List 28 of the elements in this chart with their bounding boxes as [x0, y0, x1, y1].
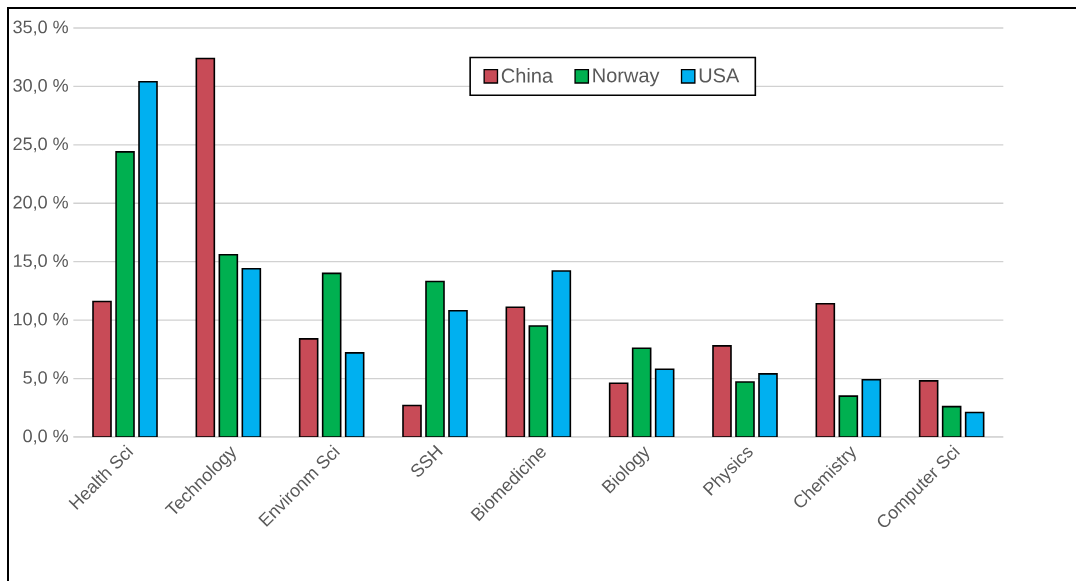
bar: [815, 302, 836, 437]
bar: [321, 272, 342, 437]
y-tick-label: 0,0 %: [23, 429, 68, 445]
legend-label: Norway: [593, 68, 660, 87]
y-tick-label: 25,0 %: [13, 137, 68, 153]
y-tick-label: 30,0 %: [13, 78, 68, 94]
y-tick-label: 10,0 %: [13, 312, 68, 328]
bar: [918, 380, 939, 437]
bar: [551, 270, 572, 437]
bar: [298, 338, 319, 437]
y-tick-label: 35,0 %: [13, 20, 68, 36]
y-tick-label: 5,0 %: [23, 371, 68, 386]
bar: [344, 352, 365, 437]
bar: [218, 253, 239, 437]
bar: [654, 368, 675, 437]
bar: [241, 267, 262, 437]
legend-label: USA: [699, 68, 740, 83]
bar: [195, 57, 216, 437]
y-tick-label: 15,0 %: [13, 254, 68, 270]
y-tick-label: 20,0 %: [13, 195, 68, 211]
bar: [838, 395, 859, 437]
bar: [861, 378, 882, 437]
bar: [941, 405, 962, 437]
bar: [505, 306, 526, 437]
bar: [631, 347, 652, 437]
legend-label: China: [501, 68, 554, 83]
bar: [528, 325, 549, 437]
bar: [608, 382, 629, 437]
